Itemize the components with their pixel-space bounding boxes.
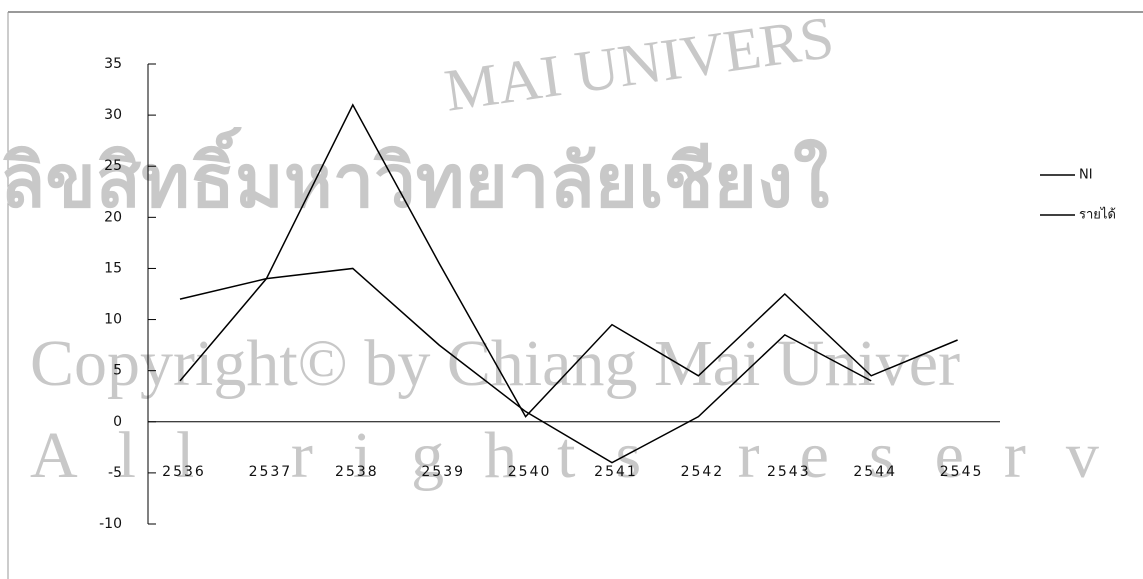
legend-label: NI (1079, 168, 1093, 183)
y-tick-label: 10 (104, 312, 122, 328)
y-tick-label: -5 (108, 465, 122, 481)
x-tick-label: 2542 (681, 464, 725, 480)
line-series (179, 267, 872, 464)
x-tick-label: 2543 (767, 464, 811, 480)
legend-label: รายได้ (1079, 207, 1116, 223)
x-tick-label: 2544 (853, 464, 897, 480)
x-tick-label: 2540 (508, 464, 552, 480)
y-tick-label: 15 (104, 260, 122, 276)
x-tick-label: 2536 (162, 464, 206, 480)
watermark: ลิขสิทธิ์มหาวิทยาลัยเชียงใ (0, 127, 829, 225)
y-tick-label: 20 (104, 209, 122, 225)
line-series (179, 103, 958, 418)
y-tick-label: -10 (99, 516, 122, 532)
x-tick-label: 2538 (335, 464, 379, 480)
y-tick-label: 30 (104, 107, 122, 123)
y-tick-label: 0 (113, 414, 122, 430)
x-tick-label: 2539 (421, 464, 465, 480)
x-tick-label: 2541 (594, 464, 638, 480)
watermark: All rights reserv (30, 419, 1139, 492)
x-tick-label: 2545 (940, 464, 984, 480)
watermark: MAI UNIVERS (441, 4, 838, 124)
y-tick-label: 35 (104, 56, 122, 72)
y-tick-label: 25 (104, 158, 122, 174)
y-tick-label: 5 (113, 363, 122, 379)
x-tick-label: 2537 (249, 464, 293, 480)
